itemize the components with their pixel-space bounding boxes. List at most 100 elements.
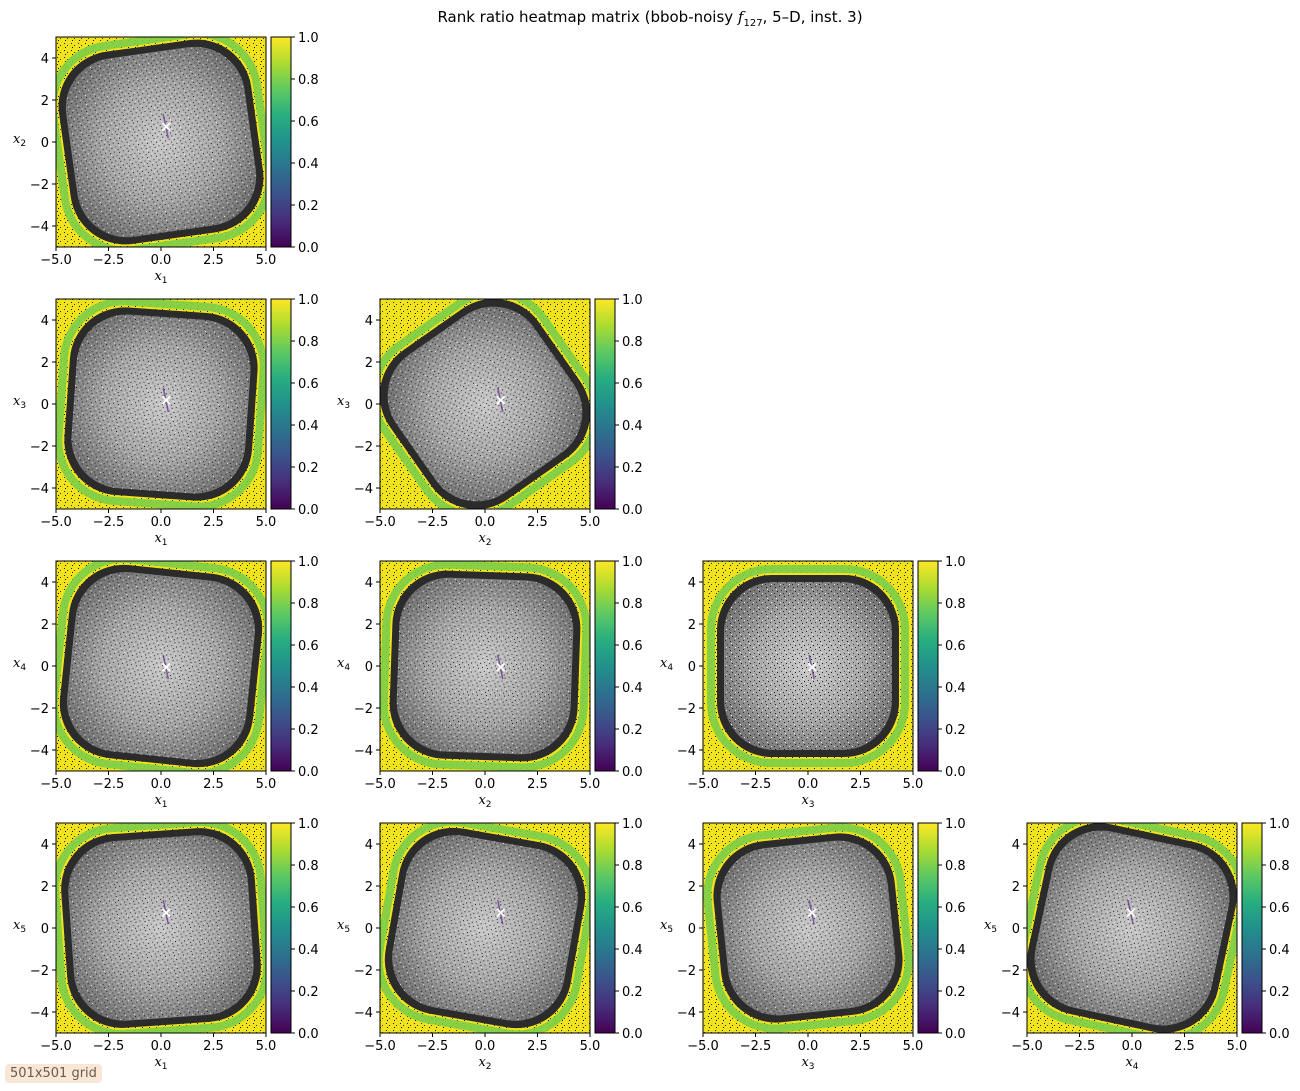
interior-speckle (392, 835, 578, 1021)
colorbar-tick-label: 0.0 (945, 1027, 966, 1042)
colorbar-tick-label: 0.8 (622, 335, 643, 350)
y-tick-label: 0 (41, 922, 49, 937)
heatmap-panel-x3-x5: × −5.0 −2.5 0.0 2.5 5.0 −4 −2 0 2 4 x3 x5 0.0 0.2 0.4 0.… (660, 817, 966, 1072)
y-tick-label: −4 (354, 482, 373, 497)
colorbar-tick-label: 0.0 (622, 503, 643, 518)
x-tick-label: 0.0 (475, 515, 496, 530)
y-tick-label: 2 (41, 618, 49, 633)
x-tick-label: 5.0 (256, 253, 277, 268)
heatmap-panel-x1-x5: × −5.0 −2.5 0.0 2.5 5.0 −4 −2 0 2 4 x1 x5 0.0 0.2 0.4 0.… (13, 817, 319, 1072)
feasible-region (56, 823, 266, 1033)
low-rank-trail (808, 900, 815, 925)
colorbar-tick-label: 0.0 (298, 241, 319, 256)
low-rank-trail (497, 654, 504, 680)
y-tick-label: −4 (677, 744, 696, 759)
y-tick-label: −2 (30, 440, 49, 455)
y-tick-label: −2 (354, 964, 373, 979)
heatmap-panel-x1-x3: × −5.0 −2.5 0.0 2.5 5.0 −4 −2 0 2 4 x1 x3 0.0 0.2 0.4 0.… (13, 293, 319, 548)
colorbar (594, 560, 616, 772)
colorbar-tick-label: 0.4 (945, 943, 966, 958)
x-tick-label: −2.5 (93, 515, 125, 530)
y-tick-label: 0 (688, 922, 696, 937)
y-tick-label: 2 (41, 356, 49, 371)
green-contour (380, 299, 590, 509)
colorbar-tick-label: 0.6 (622, 377, 643, 392)
x-axis-label: x1 (154, 793, 167, 810)
interior-speckle (396, 577, 574, 755)
colorbar-tick-label: 0.6 (298, 377, 319, 392)
feasible-region (56, 299, 266, 509)
x-tick-label: −5.0 (687, 1039, 719, 1054)
feasible-region (56, 37, 266, 247)
feasible-region (703, 823, 913, 1033)
optimum-marker: × (494, 658, 507, 676)
x-tick-label: 2.5 (203, 515, 224, 530)
y-axis-label: x5 (13, 918, 26, 935)
x-tick-label: 5.0 (580, 515, 601, 530)
colorbar (917, 822, 939, 1034)
interior-speckle (71, 314, 251, 494)
colorbar (917, 560, 939, 772)
x-tick-label: 2.5 (850, 777, 871, 792)
low-rank-trail (497, 900, 504, 925)
feasible-region (380, 561, 590, 771)
low-rank-trail (497, 387, 504, 412)
heatmap-image (380, 823, 590, 1033)
colorbar-tick-label: 1.0 (622, 817, 643, 832)
x-tick-label: 0.0 (475, 1039, 496, 1054)
colorbar-tick-label: 0.4 (622, 419, 643, 434)
colorbar-tick-label: 1.0 (622, 293, 643, 308)
colorbar (270, 36, 292, 248)
y-tick-label: 4 (41, 52, 49, 67)
interior-speckle (387, 306, 583, 502)
x-axis-label: x1 (154, 1055, 167, 1072)
heatmap-panel-x3-x4: × −5.0 −2.5 0.0 2.5 5.0 −4 −2 0 2 4 x3 x4 0.0 0.2 0.4 0.… (660, 555, 966, 810)
feasible-region (56, 561, 266, 771)
y-axis-label: x5 (660, 918, 673, 935)
x-tick-label: −2.5 (93, 1039, 125, 1054)
heatmap-image (56, 37, 266, 247)
x-tick-label: 5.0 (256, 1039, 277, 1054)
colorbar-tick-label: 0.2 (622, 985, 643, 1000)
y-tick-label: 2 (1012, 880, 1020, 895)
x-axis-label: x4 (1125, 1055, 1138, 1072)
colorbar-tick-label: 0.2 (298, 985, 319, 1000)
colorbar-tick-label: 0.8 (622, 597, 643, 612)
interior-speckle (67, 572, 255, 760)
interior-speckle (724, 582, 892, 750)
colorbar-tick-label: 0.2 (945, 985, 966, 1000)
y-tick-label: 2 (41, 94, 49, 109)
x-tick-label: −2.5 (417, 777, 449, 792)
green-contour (1027, 823, 1237, 1033)
colorbar-tick-label: 0.0 (945, 765, 966, 780)
x-axis-label: x3 (801, 1055, 814, 1072)
y-axis-label: x4 (13, 656, 26, 673)
colorbar-tick-label: 0.4 (1269, 943, 1290, 958)
colorbar-tick-label: 0.6 (945, 901, 966, 916)
colorbar-tick-label: 0.4 (945, 681, 966, 696)
heatmap-panel-x2-x5: × −5.0 −2.5 0.0 2.5 5.0 −4 −2 0 2 4 x2 x5 0.0 0.2 0.4 0.… (337, 817, 643, 1072)
feasible-region (1027, 823, 1237, 1033)
colorbar-tick-label: 1.0 (1269, 817, 1290, 832)
colorbar-tick-label: 0.0 (1269, 1027, 1290, 1042)
colorbar-tick-label: 0.8 (945, 859, 966, 874)
x-axis-label: x2 (478, 1055, 491, 1072)
optimum-marker: × (1125, 903, 1138, 921)
colorbar-tick-label: 1.0 (298, 293, 319, 308)
x-tick-label: 5.0 (1227, 1039, 1248, 1054)
y-tick-label: −2 (677, 964, 696, 979)
optimum-marker: × (160, 903, 173, 921)
x-tick-label: 2.5 (1174, 1039, 1195, 1054)
colorbar-tick-label: 0.2 (298, 723, 319, 738)
colorbar (594, 298, 616, 510)
heatmap-image (703, 561, 913, 771)
y-tick-label: 4 (688, 838, 696, 853)
feasible-region (380, 823, 590, 1033)
low-rank-trail (808, 654, 815, 680)
heatmap-image (56, 823, 266, 1033)
x-tick-label: 5.0 (580, 777, 601, 792)
y-tick-label: 0 (41, 398, 49, 413)
title-func: f (737, 8, 744, 26)
y-axis-label: x5 (984, 918, 997, 935)
y-tick-label: −2 (354, 702, 373, 717)
